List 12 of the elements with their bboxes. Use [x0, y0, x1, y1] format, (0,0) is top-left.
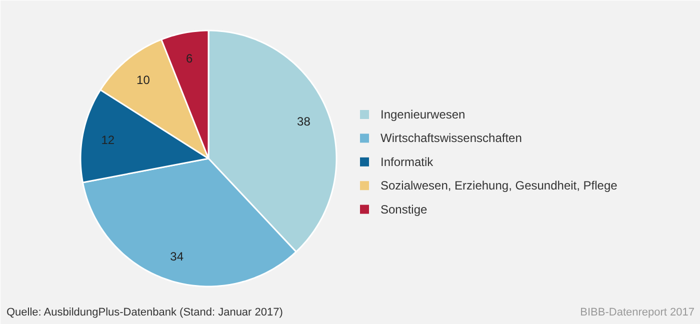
text: BIBB-Datenreport 2017	[580, 306, 695, 318]
data-label: 6	[186, 51, 193, 66]
legend-label: Sozialwesen, Erziehung, Gesundheit, Pflege	[380, 178, 618, 193]
source-note: Quelle: AusbildungPlus-Datenbank (Stand: Januar 2017)	[6, 306, 283, 318]
data-label: 34	[170, 249, 184, 264]
legend-label: Sonstige	[380, 202, 428, 216]
data-label: 12	[101, 132, 115, 147]
legend-label: Wirtschaftswissenschaften	[380, 131, 522, 146]
data-label: 10	[136, 73, 150, 88]
legend-label: Informatik	[380, 154, 434, 169]
legend-label: Ingenieurwesen	[380, 108, 466, 122]
data-label: 38	[297, 114, 311, 128]
